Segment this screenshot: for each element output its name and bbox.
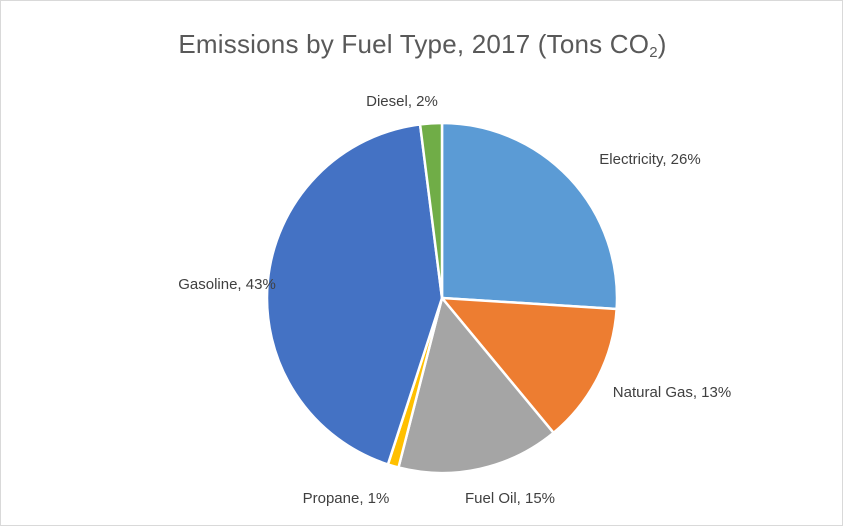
data-label-diesel: Diesel, 2% [366,93,438,110]
pie-slice-fuel-oil [397,296,555,475]
data-label-propane: Propane, 1% [303,490,390,507]
pie-labels: Electricity, 26% Natural Gas, 13% Fuel Oil… [178,93,731,507]
chart-title-subscript: 2 [649,44,658,61]
chart-title-suffix: ) [657,29,667,59]
pie-slice-diesel [418,121,444,300]
data-label-electricity: Electricity, 26% [599,151,700,168]
data-label-natural-gas: Natural Gas, 13% [613,384,731,401]
data-label-fuel-oil: Fuel Oil, 15% [465,490,555,507]
chart-title: Emissions by Fuel Type, 2017 (Tons CO2) [1,29,844,61]
pie-slice-gasoline [265,123,444,466]
pie-slices [265,121,619,475]
pie-slice-natural-gas [440,296,618,435]
chart-title-text: Emissions by Fuel Type, 2017 (Tons CO [178,29,650,59]
pie-slice-electricity [440,121,619,311]
data-label-gasoline: Gasoline, 43% [178,276,276,293]
